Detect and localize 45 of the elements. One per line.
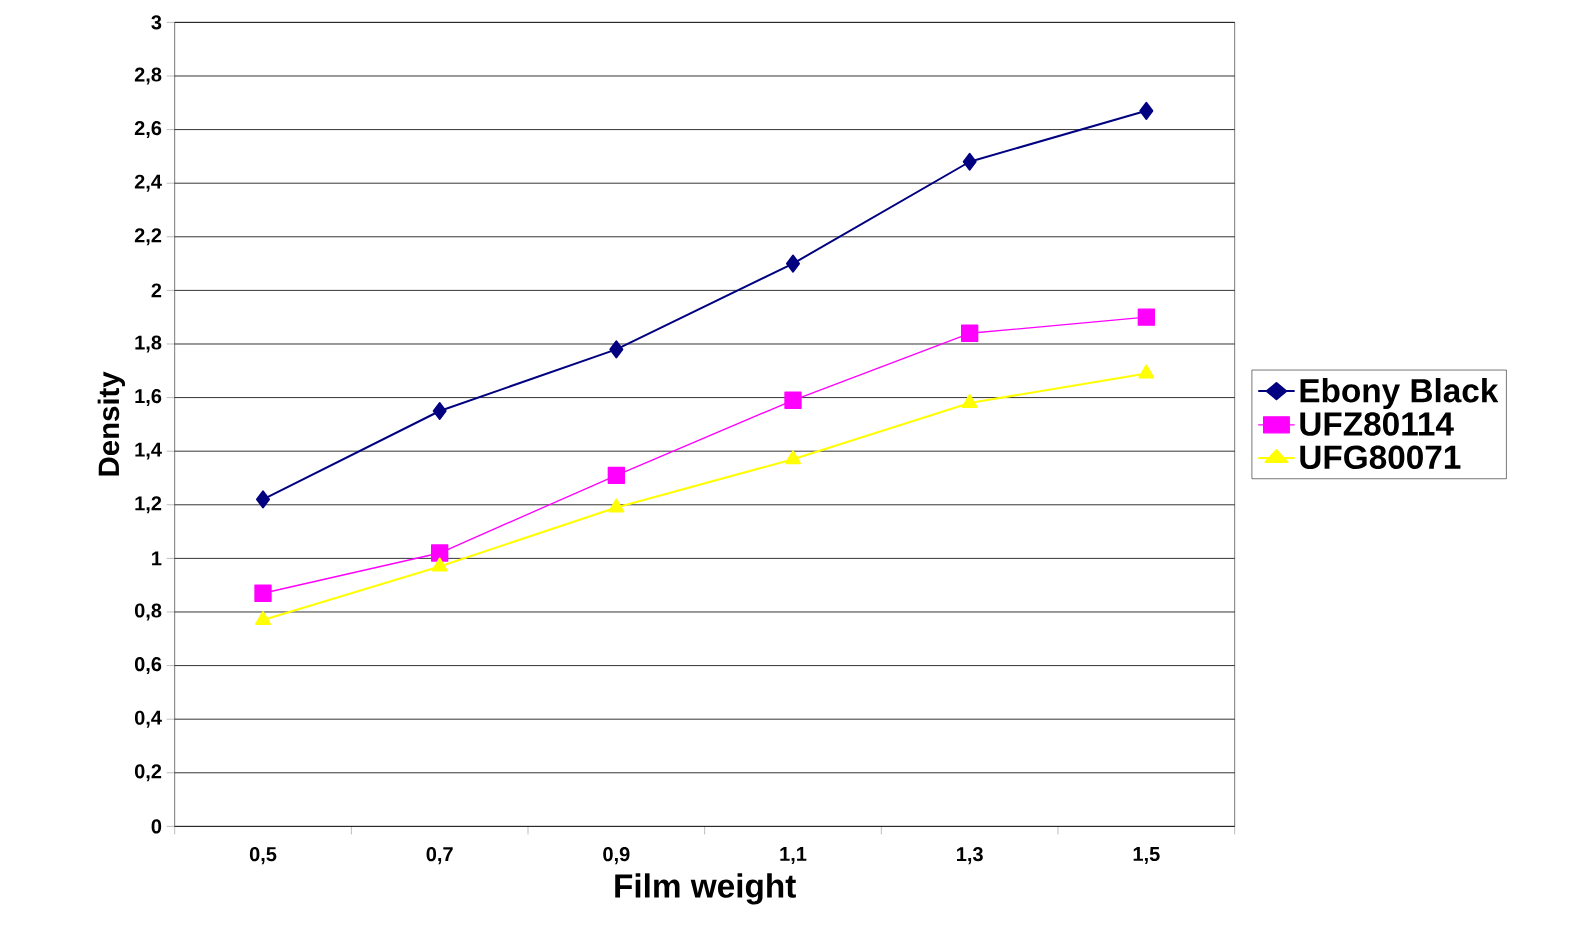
point <box>786 254 800 273</box>
x-tick-label: 1,1 <box>780 847 807 864</box>
y-tick-label: 1,6 <box>135 389 162 407</box>
legend-label: UFZ80114 <box>1300 412 1454 436</box>
y-tick-label: 0 <box>151 819 162 834</box>
point <box>784 391 802 409</box>
y-tick-label: 0,2 <box>134 764 162 782</box>
point <box>431 544 449 562</box>
y-tick-label: 1,4 <box>135 442 162 460</box>
y-tick-label: 2,4 <box>134 174 162 192</box>
y-tick-label: 2,2 <box>134 228 162 246</box>
point <box>1138 364 1155 379</box>
x-tick-label: 1,5 <box>1133 847 1160 864</box>
legend-label: UFG80071 <box>1300 445 1461 470</box>
point <box>961 393 978 408</box>
x-axis-title: Film weight <box>615 873 796 905</box>
point <box>1139 101 1154 120</box>
x-tick-label: 0,9 <box>603 847 630 865</box>
y-tick-label: 1 <box>152 551 162 566</box>
y-tick-label: 1,8 <box>135 335 162 353</box>
point <box>431 557 448 572</box>
y-tick-label: 0,4 <box>134 710 162 728</box>
point <box>608 498 625 513</box>
y-tick-label: 0,6 <box>134 657 162 675</box>
x-tick-label: 1,3 <box>957 847 983 865</box>
point <box>256 490 271 509</box>
point <box>607 466 626 484</box>
y-tick-label: 0,8 <box>134 603 162 621</box>
point <box>961 324 979 342</box>
point <box>609 340 624 359</box>
y-tick-label: 1,2 <box>135 496 162 514</box>
point <box>785 450 801 465</box>
point <box>255 611 271 626</box>
y-tick-label: 2 <box>151 283 162 298</box>
y-tick-label: 2,8 <box>134 67 162 85</box>
x-tick-label: 0,5 <box>249 847 277 865</box>
x-tick-label: 0,7 <box>426 847 453 865</box>
point <box>1137 308 1156 326</box>
legend-label: Ebony Black <box>1300 378 1499 410</box>
y-tick-label: 3 <box>151 15 162 30</box>
point <box>962 152 977 171</box>
y-tick-label: 2,6 <box>134 121 162 139</box>
point <box>254 584 272 602</box>
point <box>432 401 447 420</box>
y-axis-title: Density <box>97 371 125 476</box>
